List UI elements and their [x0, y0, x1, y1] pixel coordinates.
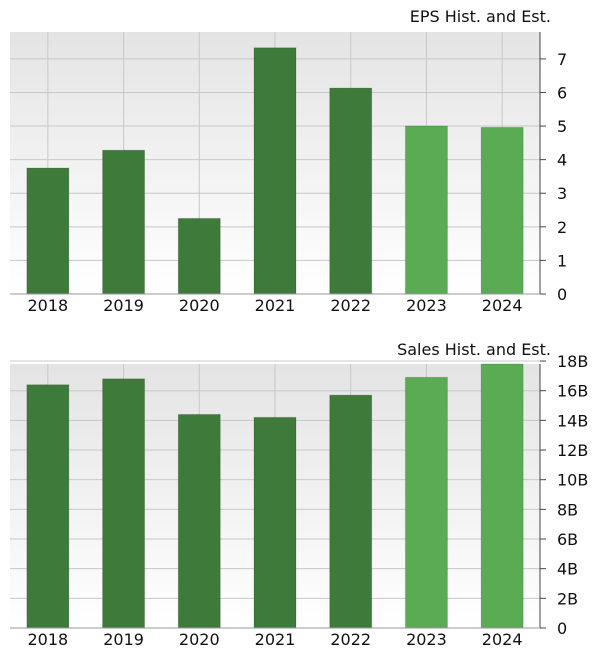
chart-title: Sales Hist. and Est.	[397, 340, 551, 359]
chart-title: EPS Hist. and Est.	[410, 7, 551, 26]
x-tick-label: 2019	[103, 630, 144, 649]
y-tick-label: 8B	[557, 500, 578, 519]
x-tick-label: 2023	[406, 296, 447, 315]
bar-2023	[404, 376, 448, 629]
sales-chart: Sales Hist. and Est. 0 2B 4B 6B 8B 10B 12B 14B 1…	[10, 340, 588, 649]
bar-2022	[329, 394, 373, 629]
x-tick-label: 2020	[179, 630, 220, 649]
bar-2019	[102, 149, 146, 295]
x-tick-label: 2021	[255, 630, 296, 649]
y-tick-label: 16B	[557, 382, 588, 401]
y-tick-label: 0	[557, 619, 567, 638]
bar-2020	[177, 217, 221, 295]
x-tick-label: 2024	[482, 296, 523, 315]
plot-area: 0 2B 4B 6B 8B 10B 12B 14B 16B 18B 2018 2019 2020 2021…	[10, 352, 588, 649]
y-tick-label: 7	[557, 50, 567, 69]
bar-2021	[253, 416, 297, 629]
y-tick-label: 6	[557, 83, 567, 102]
x-tick-label: 2018	[27, 296, 68, 315]
x-tick-label: 2022	[330, 630, 371, 649]
plot-area: 0 1 2 3 4 5 6 7 2018 2019 2020 2021 2022 2023 2024	[10, 32, 567, 315]
x-tick-label: 2021	[255, 296, 296, 315]
eps-chart: EPS Hist. and Est. 0 1 2 3 4 5 6 7 2018 2019 2020 2…	[10, 7, 567, 315]
bar-2019	[102, 378, 146, 629]
x-tick-label: 2023	[406, 630, 447, 649]
bar-2024	[480, 126, 524, 295]
y-tick-label: 1	[557, 251, 567, 270]
y-tick-label: 4B	[557, 560, 578, 579]
bar-2020	[177, 413, 221, 629]
y-tick-label: 10B	[557, 471, 588, 490]
y-tick-label: 2B	[557, 589, 578, 608]
x-tick-label: 2019	[103, 296, 144, 315]
bar-2023	[404, 125, 448, 295]
y-tick-label: 2	[557, 218, 567, 237]
y-tick-label: 0	[557, 285, 567, 304]
x-tick-label: 2022	[330, 296, 371, 315]
bar-2018	[26, 167, 70, 295]
y-tick-label: 18B	[557, 352, 588, 371]
x-tick-label: 2018	[27, 630, 68, 649]
y-tick-label: 4	[557, 151, 567, 170]
bar-2021	[253, 47, 297, 295]
y-tick-label: 5	[557, 117, 567, 136]
y-tick-label: 3	[557, 184, 567, 203]
x-tick-label: 2020	[179, 296, 220, 315]
bar-2018	[26, 384, 70, 629]
y-tick-label: 6B	[557, 530, 578, 549]
bar-2022	[329, 87, 373, 295]
x-tick-label: 2024	[482, 630, 523, 649]
bar-2024	[480, 363, 524, 629]
y-tick-label: 14B	[557, 411, 588, 430]
y-tick-label: 12B	[557, 441, 588, 460]
